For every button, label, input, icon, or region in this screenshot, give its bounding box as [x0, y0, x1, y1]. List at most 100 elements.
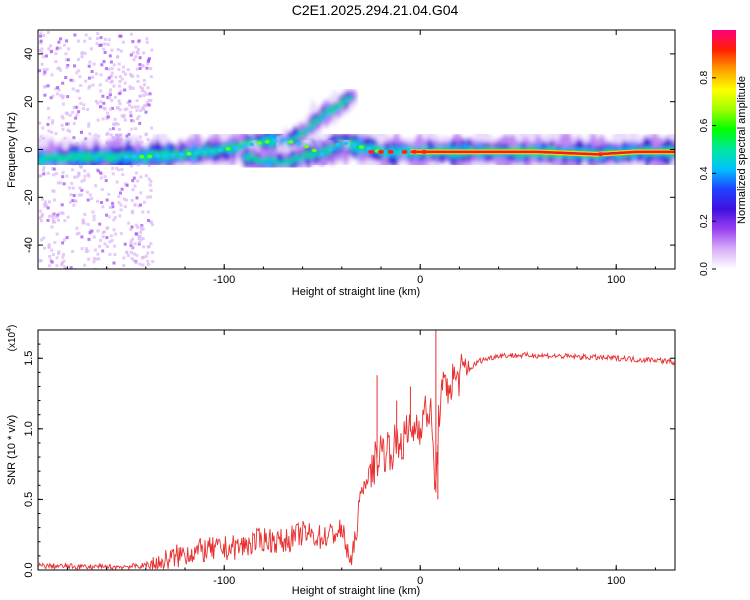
- noise-cell: [128, 85, 132, 89]
- noise-cell: [98, 105, 102, 109]
- noise-cell: [43, 204, 47, 208]
- noise-cell: [107, 215, 111, 219]
- ridge-spot: [311, 148, 317, 153]
- ridge-spot: [209, 149, 215, 153]
- noise-cell: [63, 219, 67, 223]
- noise-cell: [120, 187, 124, 191]
- noise-cell: [149, 242, 153, 246]
- noise-cell: [134, 232, 138, 236]
- noise-cell: [92, 235, 96, 239]
- noise-cell: [137, 241, 141, 245]
- noise-cell: [146, 259, 150, 263]
- noise-cell: [136, 117, 140, 121]
- noise-cell: [91, 210, 95, 214]
- noise-cell: [66, 95, 70, 99]
- y-tick-label: 0: [23, 146, 35, 152]
- noise-cell: [109, 234, 113, 238]
- noise-cell: [92, 62, 96, 66]
- noise-cell: [118, 75, 122, 78]
- noise-cell: [113, 216, 117, 220]
- noise-cell: [81, 107, 85, 110]
- noise-cell: [50, 248, 54, 252]
- ridge-peak: [411, 149, 418, 154]
- noise-cell: [90, 196, 94, 200]
- noise-cell: [97, 134, 101, 138]
- noise-cell: [88, 193, 92, 197]
- noise-cell: [141, 64, 145, 68]
- noise-cell: [109, 74, 113, 78]
- noise-cell: [149, 67, 153, 71]
- noise-cell: [54, 87, 57, 91]
- noise-cell: [129, 74, 133, 78]
- noise-cell: [116, 55, 119, 59]
- noise-cell: [66, 58, 70, 62]
- ridge-upper-branch: [275, 81, 360, 161]
- noise-cell: [62, 259, 66, 263]
- noise-cell: [48, 214, 52, 218]
- noise-cell: [110, 79, 114, 83]
- noise-cell: [99, 176, 103, 180]
- noise-cell: [99, 100, 103, 104]
- noise-cell: [142, 51, 146, 55]
- noise-cell: [111, 201, 115, 205]
- noise-cell: [136, 105, 140, 109]
- noise-cell: [101, 249, 105, 253]
- noise-cell: [138, 121, 142, 125]
- noise-cell: [60, 114, 64, 118]
- noise-cell: [113, 123, 117, 126]
- noise-cell: [121, 65, 125, 69]
- noise-cell: [96, 101, 100, 105]
- noise-cell: [47, 129, 51, 133]
- noise-cell: [141, 87, 145, 91]
- noise-cell: [49, 44, 52, 48]
- noise-cell: [112, 218, 116, 222]
- noise-cell: [57, 250, 61, 254]
- noise-cell: [149, 75, 153, 79]
- noise-cell: [54, 215, 58, 219]
- noise-cell: [113, 117, 117, 121]
- noise-cell: [138, 63, 142, 67]
- noise-cell: [121, 173, 125, 177]
- noise-cell: [135, 253, 139, 257]
- noise-cell: [47, 116, 51, 120]
- noise-cell: [77, 39, 80, 43]
- noise-cell: [50, 260, 54, 264]
- colorbar-tick-label: 0.0: [699, 262, 710, 276]
- noise-cell: [129, 244, 133, 247]
- noise-cell: [88, 229, 92, 233]
- noise-cell: [61, 127, 65, 131]
- noise-cell: [84, 250, 88, 253]
- noise-cell: [65, 112, 69, 116]
- noise-cell: [121, 40, 125, 44]
- noise-cell: [133, 242, 137, 246]
- snr-x-label: Height of straight line (km): [292, 585, 420, 597]
- noise-cell: [137, 204, 141, 208]
- noise-cell: [38, 69, 42, 73]
- noise-cell: [99, 73, 103, 77]
- ridge-spot: [256, 141, 262, 145]
- noise-cell: [109, 88, 112, 92]
- noise-cell: [41, 197, 44, 201]
- noise-cell: [55, 256, 59, 260]
- noise-cell: [107, 192, 111, 196]
- noise-cell: [142, 79, 146, 82]
- noise-cell: [104, 179, 108, 183]
- noise-cell: [61, 116, 65, 120]
- noise-cell: [59, 37, 63, 41]
- noise-cell: [66, 215, 70, 219]
- ridge-spot: [155, 154, 161, 158]
- noise-cell: [80, 235, 84, 239]
- noise-cell: [75, 71, 79, 75]
- noise-cell: [139, 238, 143, 242]
- noise-cell: [64, 267, 68, 269]
- noise-cell: [139, 94, 143, 98]
- noise-cell: [134, 45, 138, 49]
- noise-cell: [136, 225, 140, 229]
- x-tick-label: 100: [607, 274, 625, 286]
- noise-cell: [94, 72, 98, 76]
- noise-cell: [108, 128, 112, 131]
- noise-cell: [57, 218, 60, 222]
- noise-cell: [119, 89, 123, 93]
- noise-cell: [44, 54, 48, 58]
- noise-cell: [126, 68, 130, 72]
